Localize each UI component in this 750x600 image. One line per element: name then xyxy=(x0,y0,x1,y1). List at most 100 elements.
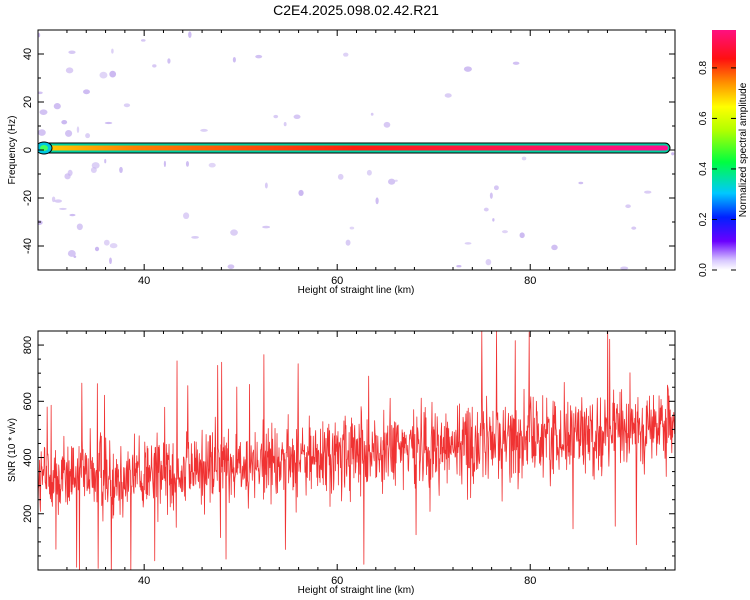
x-tick-label: 60 xyxy=(331,575,343,587)
noise-blob xyxy=(200,128,208,132)
noise-blob xyxy=(51,196,56,203)
noise-blob xyxy=(343,52,349,57)
noise-blob xyxy=(298,189,304,197)
noise-blob xyxy=(227,264,235,270)
noise-blob xyxy=(370,112,374,116)
colorbar-tick-label: 0.8 xyxy=(698,61,709,75)
noise-blob xyxy=(163,160,166,168)
noise-blob xyxy=(38,220,43,226)
snr-ylabel: SNR (10 * v/v) xyxy=(7,418,18,482)
signal-band-core xyxy=(40,145,668,151)
noise-blob xyxy=(103,239,110,246)
noise-blob xyxy=(283,121,287,127)
x-tick-label: 40 xyxy=(138,575,150,587)
x-tick-label: 40 xyxy=(138,275,150,287)
colorbar-ticks: 0.0 0.2 0.4 0.6 0.8 xyxy=(698,61,736,277)
noise-blob xyxy=(119,166,123,174)
y-tick-label: 40 xyxy=(22,48,34,60)
spectrogram-ylabel: Frequency (Hz) xyxy=(7,116,18,185)
noise-blob xyxy=(73,255,77,258)
signal-band xyxy=(38,141,671,155)
noise-blob xyxy=(273,114,279,119)
noise-blob xyxy=(388,178,396,185)
noise-blob xyxy=(191,236,199,239)
noise-blob xyxy=(521,156,527,161)
noise-blob xyxy=(109,257,112,265)
noise-blob xyxy=(349,226,355,230)
y-tick-label: -20 xyxy=(22,190,34,206)
colorbar: 0.0 0.2 0.4 0.6 0.8 Normalized spectral ampl… xyxy=(698,30,749,277)
noise-blob xyxy=(671,152,675,156)
noise-blob xyxy=(67,169,73,176)
noise-blob xyxy=(185,161,190,167)
noise-blob xyxy=(456,265,462,268)
noise-blob xyxy=(68,50,76,55)
noise-blob xyxy=(54,199,63,203)
noise-blob xyxy=(64,129,73,137)
snr-ticks: 40 60 80 200 400 600 800 xyxy=(22,330,675,587)
spectrogram-panel: 40 60 80 -40 -20 0 20 40 Height of straight lin… xyxy=(7,29,676,296)
colorbar-gradient xyxy=(712,30,736,270)
y-tick-label: 20 xyxy=(22,96,34,108)
snr-panel: 40 60 80 200 400 600 800 Height of straight li… xyxy=(7,330,676,596)
noise-blob xyxy=(99,71,108,79)
noise-blob xyxy=(255,54,263,59)
noise-blob xyxy=(383,121,391,128)
noise-blob xyxy=(375,197,379,205)
noise-blob xyxy=(90,167,97,174)
noise-blob xyxy=(152,64,157,68)
noise-blob xyxy=(94,246,100,252)
noise-blob xyxy=(85,133,91,139)
noise-blob xyxy=(444,93,452,98)
noise-blob xyxy=(76,126,80,133)
noise-blob xyxy=(104,121,113,125)
noise-blob xyxy=(39,109,48,115)
colorbar-label: Normalized spectral amplitude xyxy=(738,82,749,217)
noise-blob xyxy=(501,230,508,234)
noise-blob xyxy=(551,244,558,251)
noise-blob xyxy=(38,91,43,95)
noise-blob xyxy=(483,207,489,212)
colorbar-tick-label: 0.6 xyxy=(698,111,709,125)
y-tick-label: 400 xyxy=(22,448,34,466)
noise-blob xyxy=(69,213,76,217)
noise-blob xyxy=(61,120,68,125)
spectrogram-xlabel: Height of straight line (km) xyxy=(298,285,415,296)
y-tick-label: -40 xyxy=(22,238,34,254)
noise-blob xyxy=(104,158,107,164)
noise-blob xyxy=(109,70,117,78)
noise-blob xyxy=(463,66,472,72)
noise-blob xyxy=(83,89,90,95)
noise-blob xyxy=(492,218,495,222)
snr-xlabel: Height of straight line (km) xyxy=(298,585,415,596)
noise-blob xyxy=(625,204,631,209)
y-tick-label: 0 xyxy=(22,147,34,153)
noise-blob xyxy=(345,239,351,246)
noise-blobs xyxy=(38,31,675,270)
noise-blob xyxy=(519,232,525,239)
noise-blob xyxy=(67,250,76,257)
x-tick-label: 80 xyxy=(524,275,536,287)
noise-blob xyxy=(76,223,83,231)
y-tick-label: 600 xyxy=(22,392,34,410)
noise-blob xyxy=(264,182,268,189)
y-tick-label: 800 xyxy=(22,336,34,354)
noise-blob xyxy=(366,169,372,176)
noise-blob xyxy=(59,207,67,210)
spectrogram-ticks: 40 60 80 -40 -20 0 20 40 xyxy=(22,29,675,287)
noise-blob xyxy=(644,190,652,194)
noise-blob xyxy=(65,67,74,74)
noise-blob xyxy=(631,226,637,230)
noise-blob xyxy=(208,162,216,168)
noise-blob xyxy=(232,56,236,63)
noise-blob xyxy=(38,129,46,136)
noise-blob xyxy=(489,192,493,199)
figure-title: C2E4.2025.098.02.42.R21 xyxy=(273,2,439,18)
y-tick-label: 200 xyxy=(22,505,34,523)
noise-blob xyxy=(620,266,629,270)
noise-blob xyxy=(293,114,301,120)
noise-blob xyxy=(111,48,114,54)
noise-blob xyxy=(337,173,344,180)
noise-blob xyxy=(53,103,61,110)
